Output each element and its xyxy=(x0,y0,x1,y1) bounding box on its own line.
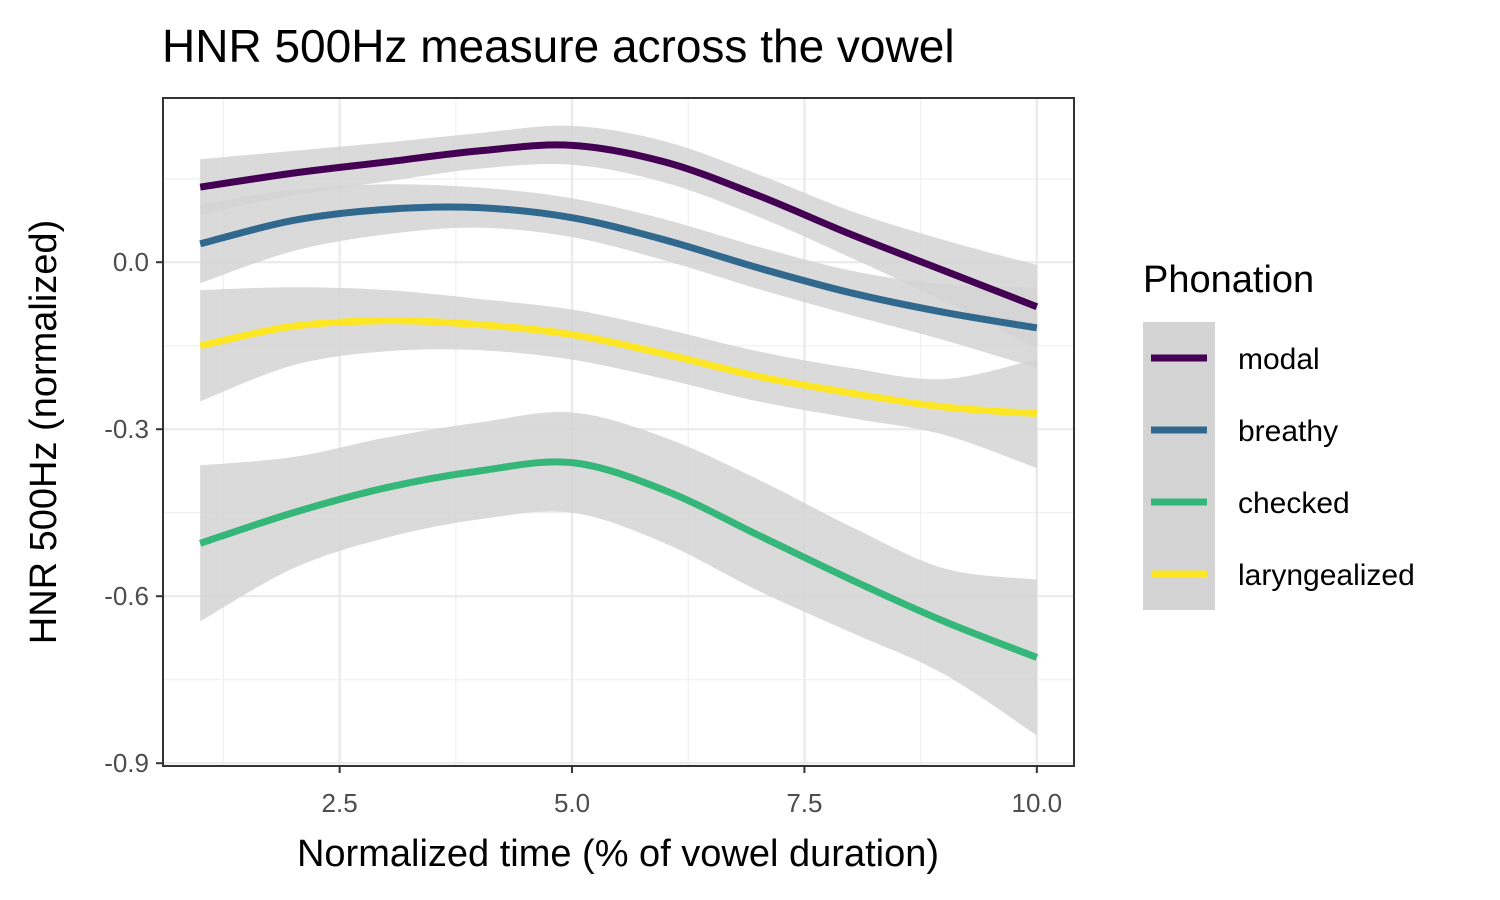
y-axis-title: HNR 500Hz (normalized) xyxy=(23,220,65,644)
y-tick-label: -0.6 xyxy=(104,581,149,611)
series-lines xyxy=(199,141,1039,661)
confidence-band-laryngealized xyxy=(200,287,1037,469)
plot-panel xyxy=(162,97,1075,767)
y-tick-label: -0.9 xyxy=(104,748,149,778)
legend-key-background xyxy=(1143,322,1215,610)
confidence-band-checked xyxy=(200,412,1037,736)
legend-label-modal: modal xyxy=(1238,343,1320,376)
x-tick-label: 2.5 xyxy=(322,788,358,818)
series-line-breathy xyxy=(199,203,1038,332)
confidence-bands xyxy=(200,125,1037,736)
chart-title: HNR 500Hz measure across the vowel xyxy=(162,20,955,72)
legend-label-laryngealized: laryngealized xyxy=(1238,559,1415,592)
y-tick-label: 0.0 xyxy=(113,247,149,277)
legend-title: Phonation xyxy=(1143,259,1314,301)
confidence-band-breathy xyxy=(200,184,1037,368)
x-axis-title: Normalized time (% of vowel duration) xyxy=(297,833,939,875)
confidence-band-modal xyxy=(200,125,1037,349)
series-line-laryngealized xyxy=(199,317,1038,418)
x-tick-label: 7.5 xyxy=(786,788,822,818)
series-line-modal xyxy=(199,141,1039,311)
legend-label-breathy: breathy xyxy=(1238,415,1338,448)
x-tick-label: 10.0 xyxy=(1012,788,1063,818)
plot-border xyxy=(162,97,1075,767)
y-tick-label: -0.3 xyxy=(104,414,149,444)
x-axis: 2.5 5.0 7.5 10.0 xyxy=(322,766,1063,818)
series-line-checked xyxy=(199,458,1039,661)
legend-label-checked: checked xyxy=(1238,487,1350,520)
x-tick-label: 5.0 xyxy=(554,788,590,818)
y-axis: 0.0 -0.3 -0.6 -0.9 xyxy=(104,247,163,778)
legend: Phonation modal breathy checked laryngealiz… xyxy=(1143,259,1415,610)
